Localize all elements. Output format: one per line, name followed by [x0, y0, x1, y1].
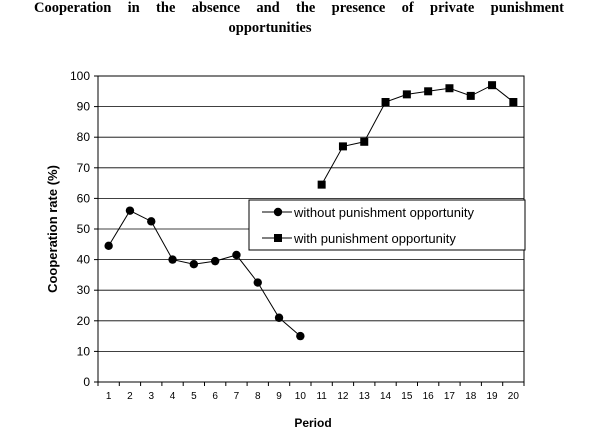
x-tick-label: 8 [255, 391, 261, 402]
x-tick-label: 14 [380, 391, 392, 402]
data-point-with [381, 98, 390, 107]
x-axis-title: Period [294, 416, 331, 430]
y-tick-label: 100 [70, 69, 90, 83]
x-tick-label: 2 [127, 391, 133, 402]
x-tick-label: 19 [486, 391, 498, 402]
data-point-without [147, 217, 156, 226]
data-point-with [317, 180, 326, 189]
legend-marker-circle [273, 207, 283, 217]
series-line-with [321, 84, 514, 185]
legend-marker-square [274, 234, 282, 242]
x-tick-label: 5 [191, 391, 197, 402]
y-tick-label: 10 [77, 344, 91, 358]
x-tick-label: 9 [276, 391, 282, 402]
y-axis: 0 10 20 30 40 50 60 70 80 90 100 [70, 69, 98, 389]
y-tick-label: 50 [77, 222, 91, 236]
data-point-with [466, 91, 475, 100]
x-tick-label: 3 [148, 391, 154, 402]
data-point-with [509, 98, 518, 107]
data-point-with [360, 137, 369, 146]
data-point-without [125, 206, 135, 215]
data-point-with [488, 81, 497, 90]
x-tick-label: 1 [106, 391, 112, 402]
legend-label-without: without punishment opportunity [293, 205, 474, 220]
legend-label-with: with punishment opportunity [293, 231, 456, 246]
y-tick-label: 60 [77, 191, 91, 205]
data-point-without [210, 256, 220, 266]
x-axis: 1 2 3 4 5 6 7 8 9 10 11 12 13 14 15 16 17 18 19 20 [97, 382, 525, 402]
x-tick-label: 11 [316, 391, 327, 402]
chart-title-line-2: opportunities [228, 20, 312, 36]
x-tick-label: 13 [359, 391, 371, 402]
x-tick-label: 10 [295, 391, 307, 402]
y-axis-title: Cooperation rate (%) [45, 165, 60, 293]
x-tick-label: 16 [423, 391, 435, 402]
data-point-without [189, 259, 199, 269]
gridlines [98, 106, 524, 352]
y-tick-label: 70 [77, 161, 91, 175]
data-point-without [168, 255, 177, 264]
data-point-with [338, 142, 347, 151]
x-tick-label: 17 [444, 391, 456, 402]
y-tick-label: 80 [77, 130, 91, 144]
data-point-with [445, 84, 454, 93]
series-group [104, 81, 518, 341]
data-point-without [296, 331, 305, 341]
series-line-without [108, 209, 301, 337]
data-point-without [253, 278, 262, 287]
x-tick-label: 6 [212, 391, 218, 402]
x-tick-label: 20 [508, 391, 520, 402]
x-tick-label: 15 [401, 391, 413, 402]
y-tick-label: 30 [77, 283, 91, 297]
y-tick-label: 40 [77, 253, 91, 267]
x-tick-label: 7 [234, 391, 240, 402]
data-point-with [402, 90, 411, 99]
x-tick-label: 4 [170, 391, 176, 402]
legend: without punishment opportunity with puni… [248, 199, 526, 251]
data-point-without [274, 313, 284, 322]
y-tick-label: 0 [83, 375, 90, 389]
y-tick-label: 20 [77, 314, 91, 328]
x-tick-label: 12 [337, 391, 349, 402]
data-point-without [232, 250, 241, 260]
data-point-with [424, 87, 433, 96]
y-tick-label: 90 [77, 100, 91, 114]
legend-box [248, 199, 526, 251]
data-point-without [104, 241, 113, 251]
chart-title-line-1: Cooperation in the absence and the prese… [34, 0, 564, 16]
x-tick-label: 18 [465, 391, 477, 402]
